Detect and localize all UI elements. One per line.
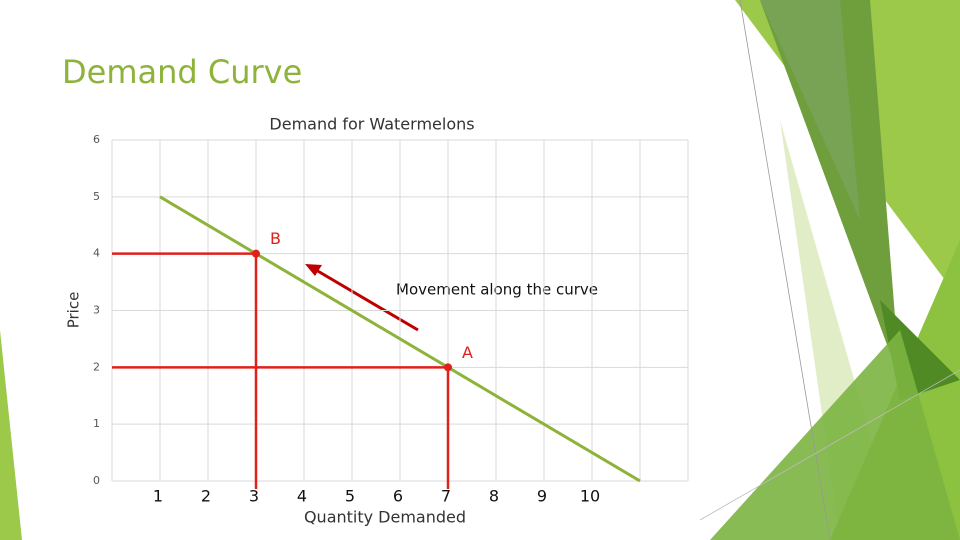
point (444, 363, 452, 372)
point-label: A (462, 343, 473, 362)
arrow (305, 264, 419, 332)
y-axis-label: Price (65, 292, 83, 329)
x-tick-label: 3 (249, 487, 259, 506)
point (252, 249, 260, 258)
x-tick-label: 9 (537, 487, 547, 506)
y-tick-label: 2 (93, 360, 100, 373)
slide-title: Demand Curve (62, 53, 302, 91)
y-tick-label: 0 (93, 474, 100, 487)
demand-line (159, 195, 641, 483)
y-tick-label: 5 (93, 190, 100, 203)
x-tick-label: 2 (201, 487, 211, 506)
y-tick-label: 4 (93, 247, 100, 260)
point-label: B (270, 229, 281, 248)
annotation: Movement along the curve (396, 281, 598, 299)
x-tick-label: 4 (297, 487, 307, 506)
x-tick-label: 10 (580, 487, 600, 506)
x-tick-label: 7 (441, 487, 451, 506)
x-tick-label: 5 (345, 487, 355, 506)
y-tick-label: 3 (93, 304, 100, 317)
y-tick-label: 6 (93, 133, 100, 146)
x-axis-label: Quantity Demanded (304, 508, 466, 527)
x-tick-label: 6 (393, 487, 403, 506)
y-tick-label: 1 (93, 417, 100, 430)
x-tick-label: 1 (153, 487, 163, 506)
chart-title: Demand for Watermelons (269, 115, 474, 134)
x-tick-label: 8 (489, 487, 499, 506)
